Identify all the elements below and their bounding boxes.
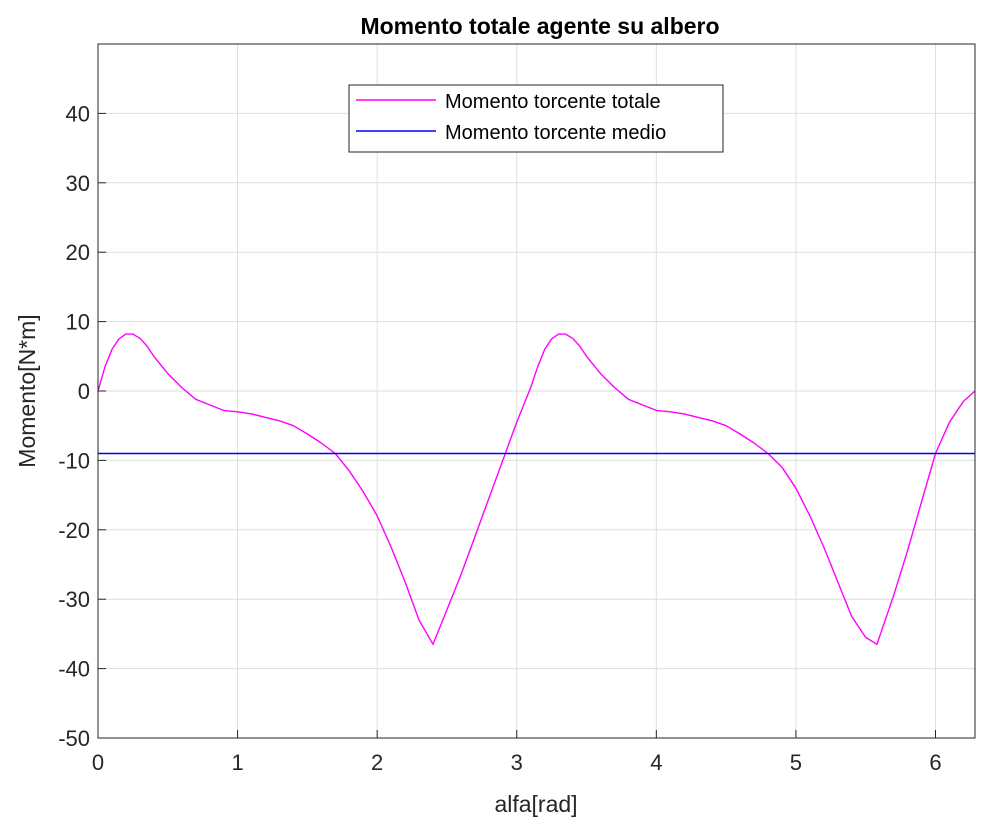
y-tick-label: -30 <box>58 587 90 612</box>
y-tick-label: 0 <box>78 379 90 404</box>
y-tick-label: 10 <box>66 310 90 335</box>
y-tick-label: 30 <box>66 171 90 196</box>
x-tick-label: 5 <box>790 750 802 775</box>
legend-box <box>348 84 724 153</box>
y-tick-label: -50 <box>58 726 90 751</box>
x-tick-label: 3 <box>511 750 523 775</box>
legend: Momento torcente totale Momento torcente… <box>348 84 724 153</box>
x-tick-label: 2 <box>371 750 383 775</box>
tick-layer: 0 1 2 3 4 5 6 -50 -40 -30 -20 -10 0 10 20 30 40 <box>58 101 941 775</box>
x-tick-label: 4 <box>650 750 662 775</box>
x-axis-label: alfa[rad] <box>494 791 577 817</box>
series-line-momento-totale <box>97 333 976 645</box>
legend-label-totale: Momento torcente totale <box>445 91 661 113</box>
y-tick-label: 20 <box>66 240 90 265</box>
chart-title: Momento totale agente su albero <box>360 13 719 39</box>
series-layer <box>97 333 976 645</box>
y-tick-label: -10 <box>58 448 90 473</box>
legend-label-medio: Momento torcente medio <box>445 122 666 144</box>
x-tick-label: 6 <box>929 750 941 775</box>
x-tick-label: 1 <box>231 750 243 775</box>
y-tick-label: -20 <box>58 518 90 543</box>
y-tick-label: 40 <box>66 101 90 126</box>
y-axis-label: Momento[N*m] <box>14 314 40 467</box>
x-tick-label: 0 <box>92 750 104 775</box>
y-tick-label: -40 <box>58 657 90 682</box>
